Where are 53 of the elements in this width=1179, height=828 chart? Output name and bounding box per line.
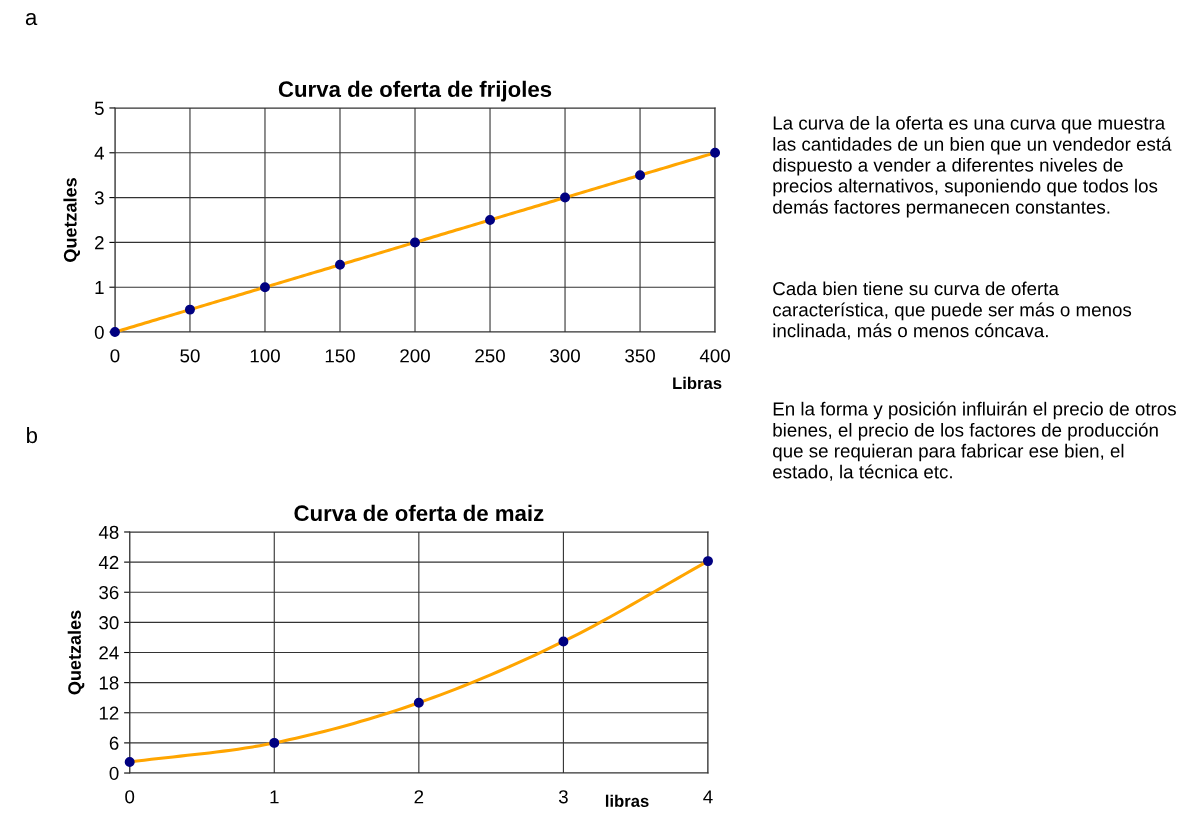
y-tick-label: 5: [94, 101, 104, 115]
point: [124, 756, 135, 767]
text: b: [27, 426, 38, 444]
text: En la forma y posición influirán el precio de otros bienes, el precio de los factores de producción que se requieran para fabricar ese bien, el estado, la técnica etc.: [773, 401, 1176, 481]
point: [710, 147, 721, 158]
point: [260, 282, 270, 293]
y-tick-label: 0: [94, 325, 104, 340]
x-tick-label: 50: [180, 349, 200, 363]
y-tick-label: 4: [94, 146, 104, 160]
point: [558, 636, 569, 647]
point: [335, 259, 345, 270]
point: [635, 170, 646, 181]
y-tick-label: 18: [99, 676, 119, 690]
y-tick-label: 48: [98, 525, 119, 539]
x-tick-label: 300: [550, 349, 580, 363]
x-tick-label: 2: [414, 790, 424, 804]
point: [410, 237, 420, 248]
x-tick-label: 400: [699, 349, 730, 363]
x-tick-label: 200: [400, 349, 430, 363]
point: [703, 556, 713, 567]
text: La curva de la oferta es una curva que muestra las cantidades de un bien que un vendedor está dispuesto a vender a diferentes niveles de precios alternativos, suponiendo que todos los demás factores permanecen constantes.: [773, 115, 1172, 218]
y-tick-label: 2: [95, 236, 104, 250]
y-axis-title: Quetzales: [67, 610, 85, 695]
text: a: [25, 12, 38, 26]
x-tick-label: 250: [475, 349, 505, 363]
x-tick-label: 350: [625, 349, 655, 363]
y-tick-label: 0: [109, 766, 119, 780]
text: Cada bien tiene su curva de oferta característica, que puede ser más o menos inclinada, más o menos cóncava.: [773, 281, 1132, 340]
x-tick-label: 1: [270, 790, 279, 804]
x-tick-label: 150: [325, 349, 355, 363]
y-tick-label: 24: [99, 646, 119, 660]
y-tick-label: 12: [99, 706, 119, 720]
y-tick-label: 42: [98, 555, 119, 569]
y-tick-label: 36: [99, 585, 119, 600]
point: [269, 737, 280, 748]
chart-title: Curva de oferta de maiz: [294, 504, 544, 522]
y-tick-label: 30: [99, 616, 119, 630]
x-tick-label: 0: [125, 790, 135, 804]
point: [109, 327, 120, 338]
point: [560, 192, 571, 203]
x-tick-label: 3: [558, 790, 568, 804]
y-tick-label: 1: [95, 281, 104, 295]
point: [184, 304, 195, 315]
x-axis-title: libras: [605, 794, 649, 807]
y-tick-label: 3: [94, 191, 104, 205]
x-tick-label: 4: [703, 790, 713, 804]
x-axis-title: Libras: [673, 376, 722, 390]
point: [485, 215, 495, 225]
point: [413, 697, 424, 708]
y-axis-title: Quetzales: [63, 178, 81, 262]
x-tick-label: 100: [250, 349, 280, 363]
chart-title: Curva de oferta de frijoles: [278, 80, 552, 102]
y-tick-label: 6: [109, 736, 119, 750]
